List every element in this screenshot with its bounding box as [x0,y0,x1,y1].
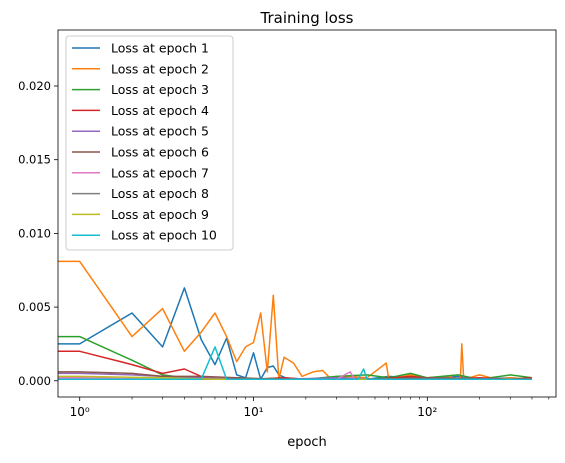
legend-entry: Loss at epoch 10 [111,228,217,243]
y-tick-label: 0.020 [18,79,51,93]
chart-title: Training loss [260,9,354,27]
legend-box [65,35,234,251]
legend-entry: Loss at epoch 4 [111,103,209,118]
x-tick-label: 10² [417,405,437,419]
legend-entry: Loss at epoch 1 [111,41,209,56]
y-tick-label: 0.015 [18,153,51,167]
series-line-10 [58,346,532,381]
x-tick-label: 10¹ [243,405,263,419]
x-axis-label: epoch [287,435,327,450]
legend: Loss at epoch 1 Loss at epoch 2 Loss at ep… [65,35,234,251]
series-line-6 [58,371,532,381]
legend-entry: Loss at epoch 7 [111,165,209,180]
series-line-2 [58,260,533,381]
legend-entry: Loss at epoch 2 [111,61,209,76]
axes: 0.000 0.005 0.010 0.015 0.020 10⁰ 10¹ 10² [18,29,557,419]
x-tick-label: 10⁰ [70,405,90,419]
legend-entry: Loss at epoch 5 [111,124,209,139]
plot-frame [57,29,557,398]
y-tick-label: 0.000 [18,374,51,388]
legend-entry: Loss at epoch 3 [111,82,209,97]
y-tick-label: 0.005 [18,300,51,314]
y-tick-label: 0.010 [18,226,51,240]
series-line-1 [58,287,533,381]
plot-area [58,260,533,381]
legend-entry: Loss at epoch 6 [111,145,209,160]
legend-entry: Loss at epoch 8 [111,186,209,201]
legend-entry: Loss at epoch 9 [111,207,209,222]
